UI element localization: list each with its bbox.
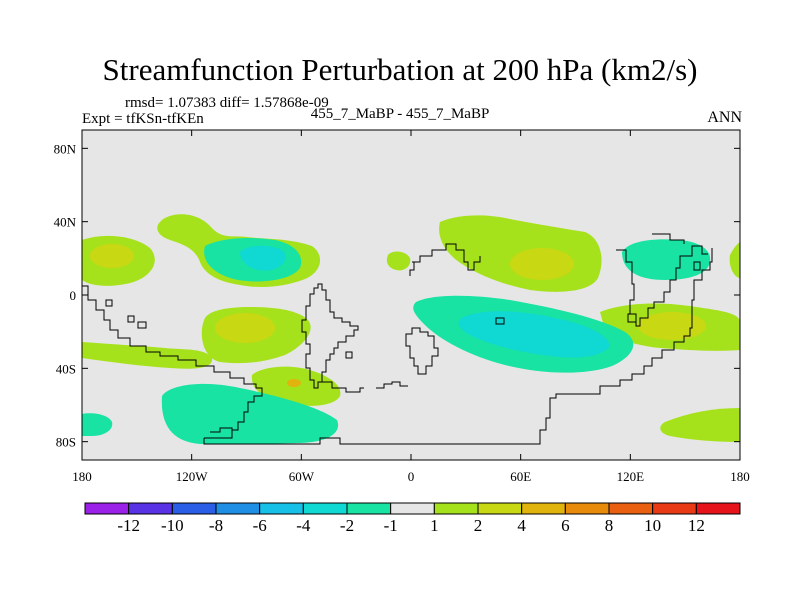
anomaly-southern-ocean-east bbox=[660, 408, 740, 442]
x-tick-labels: 180 120W 60W 0 60E 120E 180 bbox=[72, 469, 750, 484]
y-tick-label: 80S bbox=[56, 435, 76, 450]
y-tick-label: 40N bbox=[54, 215, 77, 230]
coast-island-a bbox=[495, 317, 505, 325]
colorbar-label: -12 bbox=[117, 516, 140, 535]
coast-west-antarctic bbox=[210, 427, 233, 436]
colorbar-swatch bbox=[259, 502, 304, 515]
core-north-america bbox=[240, 245, 286, 271]
coast-asia-north bbox=[652, 233, 685, 244]
core-indo-pacific bbox=[638, 312, 706, 340]
colorbar-labels: -12 -10 -8 -6 -4 -2 -1 1 2 4 6 8 10 12 bbox=[117, 516, 705, 535]
colorbar-swatch bbox=[433, 502, 479, 515]
colorbar-label: 4 bbox=[517, 516, 526, 535]
x-tick-label: 120E bbox=[617, 469, 645, 484]
plot-title: Streamfunction Perturbation at 200 hPa (… bbox=[102, 52, 698, 87]
x-tick-label: 60W bbox=[289, 469, 315, 484]
colorbar-swatch bbox=[215, 502, 261, 515]
anomaly-southern-pacific bbox=[161, 383, 339, 444]
colorbar-label: -1 bbox=[384, 516, 398, 535]
tick-marks bbox=[81, 130, 741, 460]
colorbar-swatch bbox=[346, 502, 392, 515]
colorbar-swatch bbox=[608, 502, 654, 515]
colorbar-label: -6 bbox=[253, 516, 267, 535]
colorbar-label: -8 bbox=[209, 516, 223, 535]
colorbar-label: 1 bbox=[430, 516, 439, 535]
coast-australia bbox=[616, 245, 708, 327]
colorbar-label: 10 bbox=[644, 516, 661, 535]
y-tick-label: 40S bbox=[56, 361, 76, 376]
colorbar-swatch bbox=[652, 502, 697, 515]
coast-north-america-west bbox=[82, 285, 263, 439]
core-south-atlantic bbox=[287, 379, 301, 387]
x-tick-label: 60E bbox=[510, 469, 531, 484]
colorbar-swatch bbox=[390, 502, 435, 515]
colorbar-label: 12 bbox=[688, 516, 705, 535]
colorbar-label: -4 bbox=[296, 516, 311, 535]
colorbar-label: -10 bbox=[161, 516, 184, 535]
anomaly-atlantic-north bbox=[386, 251, 411, 271]
y-tick-label: 80N bbox=[54, 141, 77, 156]
y-tick-label: 0 bbox=[70, 288, 77, 303]
colorbar-swatch bbox=[128, 502, 173, 515]
core-eurasia bbox=[510, 248, 574, 280]
coast-australia-inner bbox=[693, 261, 701, 271]
coast-south-georgia bbox=[376, 381, 408, 389]
x-tick-label: 0 bbox=[408, 469, 415, 484]
coast-antarctica bbox=[203, 248, 713, 445]
colorbar-label: 2 bbox=[474, 516, 483, 535]
colorbar-swatch bbox=[521, 502, 566, 515]
colorbar bbox=[84, 502, 741, 515]
colorbar-label: 8 bbox=[605, 516, 614, 535]
x-tick-label: 120W bbox=[176, 469, 209, 484]
coast-island-b bbox=[627, 313, 637, 323]
coast-scotia-arc bbox=[318, 381, 364, 393]
map-field bbox=[82, 130, 740, 460]
colorbar-swatch bbox=[477, 502, 523, 515]
anomaly-west-pacific-north bbox=[622, 239, 711, 280]
season-label: ANN bbox=[707, 109, 742, 126]
coast-south-america bbox=[301, 283, 359, 389]
coast-europe-west bbox=[409, 261, 420, 276]
y-tick-labels: 80N 40N 0 40S 80S bbox=[54, 141, 77, 449]
x-tick-label: 180 bbox=[72, 469, 92, 484]
core-east-pacific-south bbox=[215, 313, 275, 343]
colorbar-swatch bbox=[695, 502, 741, 515]
x-tick-label: 180 bbox=[730, 469, 750, 484]
statistics-line: rmsd= 1.07383 diff= 1.57868e-09 bbox=[125, 95, 329, 111]
colorbar-swatch bbox=[84, 502, 130, 515]
coastlines bbox=[82, 233, 713, 445]
case-label: 455_7_MaBP - 455_7_MaBP bbox=[310, 106, 490, 122]
coast-africa bbox=[412, 243, 481, 271]
positive-mid-cores bbox=[90, 244, 706, 343]
coast-africa-south bbox=[405, 327, 439, 375]
colorbar-swatch bbox=[171, 502, 217, 515]
positive-strong-cores bbox=[287, 379, 301, 387]
coast-pacific-island-c bbox=[137, 321, 147, 329]
anomaly-southwest-pacific bbox=[82, 413, 113, 436]
colorbar-label: -2 bbox=[340, 516, 354, 535]
coast-pacific-island-d bbox=[345, 351, 353, 359]
core-west-pacific bbox=[90, 244, 134, 268]
colorbar-swatch bbox=[302, 502, 348, 515]
colorbar-label: 6 bbox=[561, 516, 570, 535]
coast-pacific-island-b bbox=[127, 315, 135, 323]
experiment-label: Expt = tfKSn-tfKEn bbox=[82, 111, 204, 127]
anomaly-dateline-east bbox=[729, 242, 740, 278]
colorbar-swatch bbox=[564, 502, 610, 515]
anomaly-south-pacific-band bbox=[82, 342, 213, 369]
coast-pacific-island-a bbox=[105, 299, 113, 307]
